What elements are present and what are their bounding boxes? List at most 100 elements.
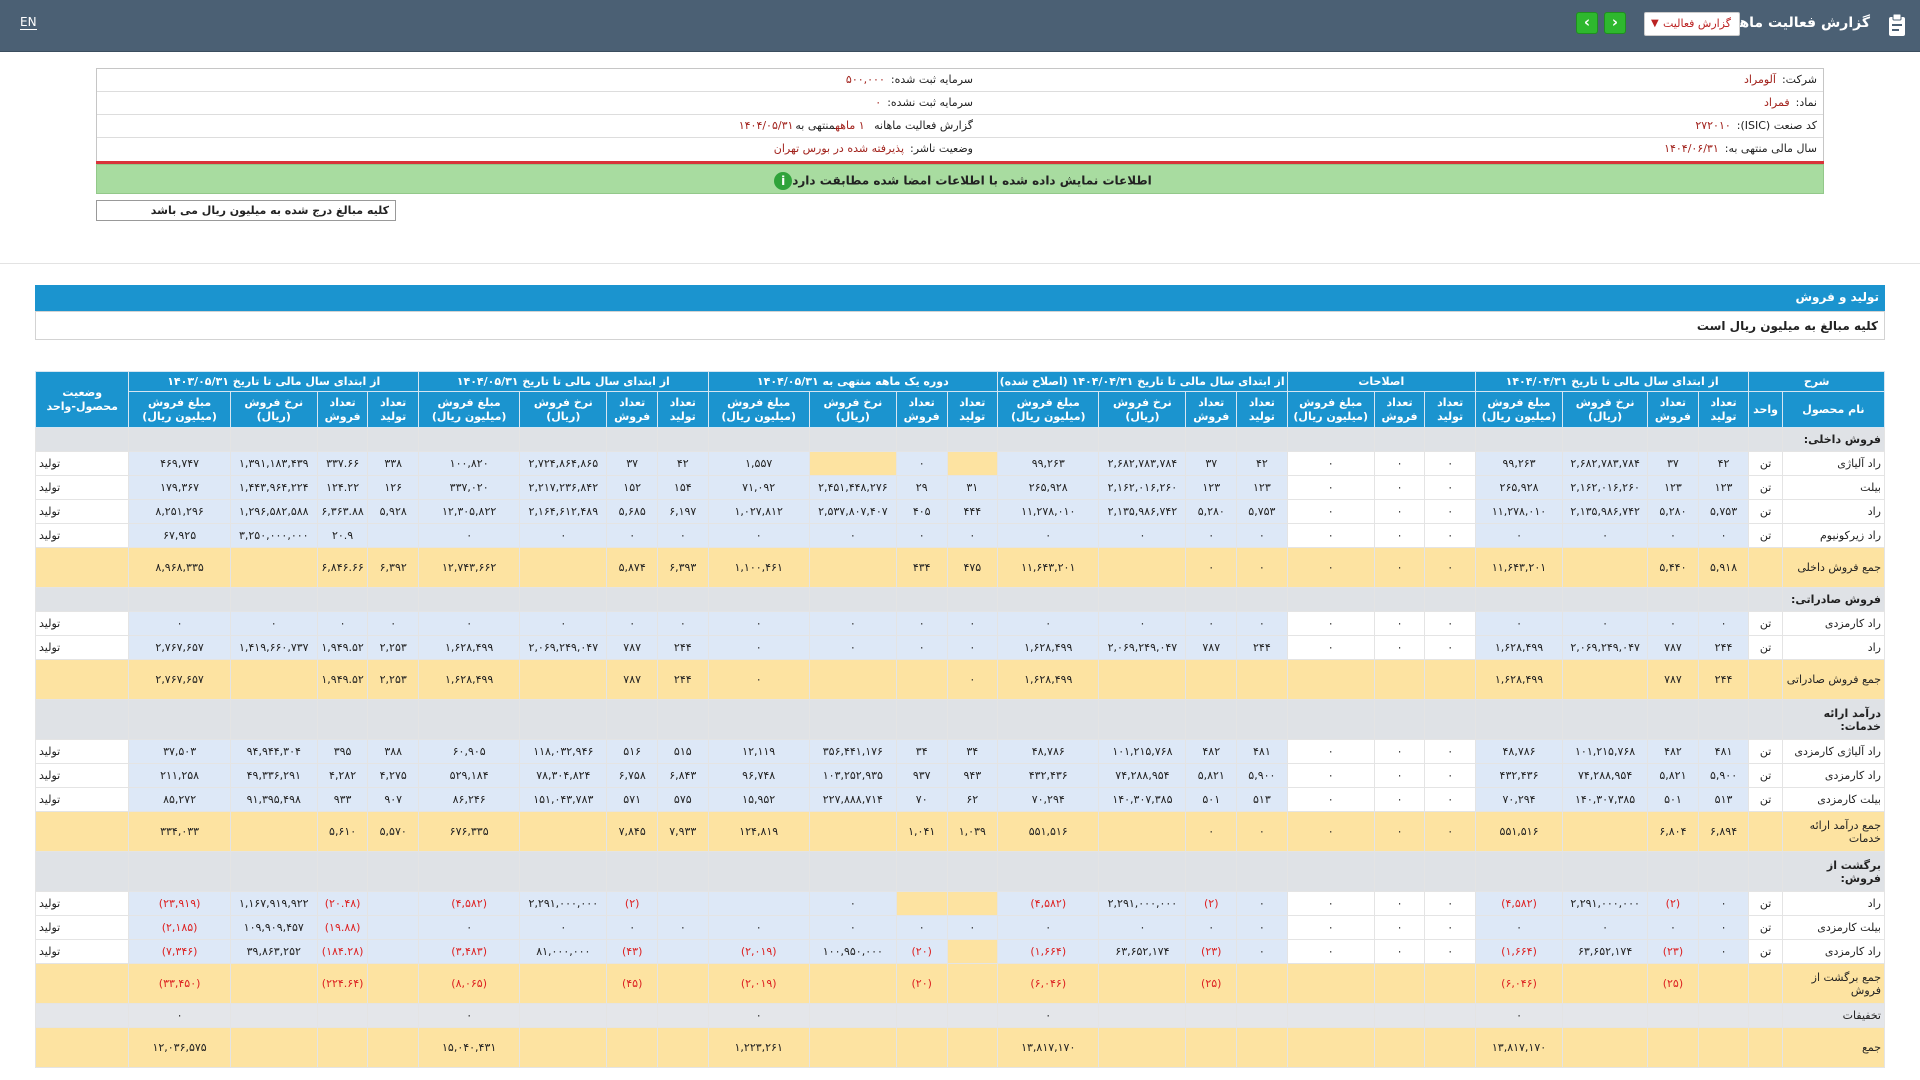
info-icon: i bbox=[774, 172, 793, 190]
table-cell bbox=[1373, 851, 1426, 892]
table-cell bbox=[1748, 851, 1783, 892]
table-cell bbox=[808, 1027, 897, 1068]
table-cell: (۲۲۴.۶۴) bbox=[316, 963, 369, 1004]
table-cell: ۳۸۸ bbox=[367, 739, 420, 764]
table-cell: ۲,۷۶۷,۶۵۷ bbox=[128, 659, 231, 700]
table-cell: ۰ bbox=[1424, 451, 1476, 476]
table-cell: ۱۲,۰۳۶,۵۷۵ bbox=[128, 1027, 231, 1068]
table-cell: ۵۱۳ bbox=[1697, 787, 1750, 812]
table-cell bbox=[895, 427, 948, 452]
table-cell bbox=[128, 851, 231, 892]
table-cell bbox=[1647, 699, 1699, 740]
table-cell bbox=[997, 699, 1100, 740]
column-header: تعداد فروش bbox=[1373, 391, 1426, 428]
table-cell bbox=[34, 811, 130, 852]
table-cell: ۶,۸۴۶.۶۶ bbox=[316, 547, 369, 588]
table-cell: ۰ bbox=[1697, 611, 1750, 636]
table-cell: ۶,۳۶۳.۸۸ bbox=[316, 499, 369, 524]
table-cell: ۹۳۳ bbox=[316, 787, 369, 812]
column-header: نرخ فروش (ریال) bbox=[1098, 391, 1187, 428]
table-cell bbox=[707, 427, 810, 452]
table-cell: ۹۹,۲۶۳ bbox=[997, 451, 1100, 476]
table-cell: ۰ bbox=[1286, 891, 1375, 916]
table-cell: ۱۴۰,۳۰۷,۳۸۵ bbox=[1098, 787, 1187, 812]
table-cell: تولید bbox=[34, 891, 130, 916]
language-toggle[interactable]: EN bbox=[20, 15, 37, 30]
table-cell: ۰ bbox=[997, 611, 1100, 636]
table-cell: ۰ bbox=[1236, 915, 1288, 940]
table-cell: تن bbox=[1748, 763, 1783, 788]
divider bbox=[96, 161, 1824, 164]
table-cell bbox=[367, 1003, 420, 1028]
table-cell bbox=[367, 851, 420, 892]
table-cell: ۰ bbox=[1424, 475, 1476, 500]
table-cell bbox=[1562, 427, 1649, 452]
table-row: تخفیفات ۰ ۰ ۰ ۰ ۰ bbox=[34, 1003, 1886, 1028]
table-cell: (۲۳) bbox=[1185, 939, 1238, 964]
table-cell: ۰ bbox=[1697, 891, 1750, 916]
table-cell: ۰ bbox=[946, 659, 999, 700]
section-row: درآمد ارائه خدمات: bbox=[34, 699, 1886, 740]
table-cell bbox=[656, 963, 709, 1004]
column-header: تعداد تولید bbox=[1424, 391, 1476, 428]
row-label: بیلت کارمزدی bbox=[1781, 915, 1886, 940]
table-cell: ۴۸۲ bbox=[1647, 739, 1699, 764]
section-label: برگشت از فروش: bbox=[1781, 851, 1886, 892]
table-cell: ۱۰۹,۹۰۹,۴۵۷ bbox=[229, 915, 318, 940]
table-cell: ۰ bbox=[808, 891, 897, 916]
table-cell: تولید bbox=[34, 739, 130, 764]
table-cell bbox=[367, 699, 420, 740]
table-cell: ۸۱,۰۰۰,۰۰۰ bbox=[519, 939, 608, 964]
table-cell: ۰ bbox=[1286, 523, 1375, 548]
table-cell: ۸۵,۲۷۲ bbox=[128, 787, 231, 812]
table-cell: ۷۴,۲۸۸,۹۵۴ bbox=[1562, 763, 1649, 788]
table-cell bbox=[1098, 1027, 1187, 1068]
table-cell: ۰ bbox=[1286, 451, 1375, 476]
table-cell bbox=[1185, 699, 1238, 740]
column-header: نرخ فروش (ریال) bbox=[519, 391, 608, 428]
row-label: راد کارمزدی bbox=[1781, 939, 1886, 964]
next-report-button[interactable]: › bbox=[1604, 12, 1626, 34]
table-cell: ۵,۴۴۰ bbox=[1647, 547, 1699, 588]
table-cell: (۸,۰۶۵) bbox=[418, 963, 521, 1004]
table-cell: ۱۲۶ bbox=[367, 475, 420, 500]
table-cell: ۴۸۱ bbox=[1236, 739, 1288, 764]
table-cell bbox=[34, 1003, 130, 1028]
table-cell bbox=[1697, 587, 1750, 612]
table-cell bbox=[1748, 811, 1783, 852]
table-cell: ۰ bbox=[1373, 523, 1426, 548]
table-cell bbox=[1373, 963, 1426, 1004]
table-cell: ۰ bbox=[519, 611, 608, 636]
table-cell bbox=[229, 427, 318, 452]
table-cell: ۷۰,۲۹۴ bbox=[1474, 787, 1564, 812]
prev-report-button[interactable]: ‹ bbox=[1576, 12, 1598, 34]
table-cell: ۰ bbox=[1373, 915, 1426, 940]
column-header: نرخ فروش (ریال) bbox=[1562, 391, 1649, 428]
table-cell bbox=[367, 939, 420, 964]
table-cell: ۱۵۲ bbox=[606, 475, 658, 500]
table-cell bbox=[946, 587, 999, 612]
total-row: جمع فروش صادراتی ۲۴۴ ۷۸۷ ۱,۶۲۸,۴۹۹ ۱,۶۲۸,۴۹۹… bbox=[34, 659, 1886, 700]
table-cell: ۲۶۵,۹۲۸ bbox=[997, 475, 1100, 500]
column-header: تعداد تولید bbox=[1236, 391, 1288, 428]
table-cell: ۳۹۵ bbox=[316, 739, 369, 764]
column-header: نرخ فروش (ریال) bbox=[229, 391, 318, 428]
report-type-select[interactable]: گزارش فعالیت ▼ bbox=[1644, 12, 1740, 36]
table-cell: ۴۸,۷۸۶ bbox=[997, 739, 1100, 764]
table-cell: ۶۷۶,۳۳۵ bbox=[418, 811, 521, 852]
table-cell: ۰ bbox=[1697, 915, 1750, 940]
table-cell: ۱۰۱,۲۱۵,۷۶۸ bbox=[1098, 739, 1187, 764]
table-cell bbox=[808, 587, 897, 612]
table-cell: ۰ bbox=[1286, 763, 1375, 788]
table-cell: ۷,۹۳۳ bbox=[656, 811, 709, 852]
table-cell bbox=[128, 699, 231, 740]
group-header: از ابتدای سال مالی تا تاریخ ۱۴۰۳/۰۵/۳۱ bbox=[128, 371, 420, 392]
table-cell bbox=[1424, 963, 1476, 1004]
table-cell: ۵۰۱ bbox=[1185, 787, 1238, 812]
table-cell: ۸۶,۲۴۶ bbox=[418, 787, 521, 812]
top-bar: EN گزارش فعالیت ماهانه گزارش فعالیت ▼ › ‹ bbox=[0, 0, 1920, 52]
table-cell: ۴۸۲ bbox=[1185, 739, 1238, 764]
table-cell: تولید bbox=[34, 763, 130, 788]
column-header: تعداد تولید bbox=[1697, 391, 1750, 428]
table-cell bbox=[34, 851, 130, 892]
